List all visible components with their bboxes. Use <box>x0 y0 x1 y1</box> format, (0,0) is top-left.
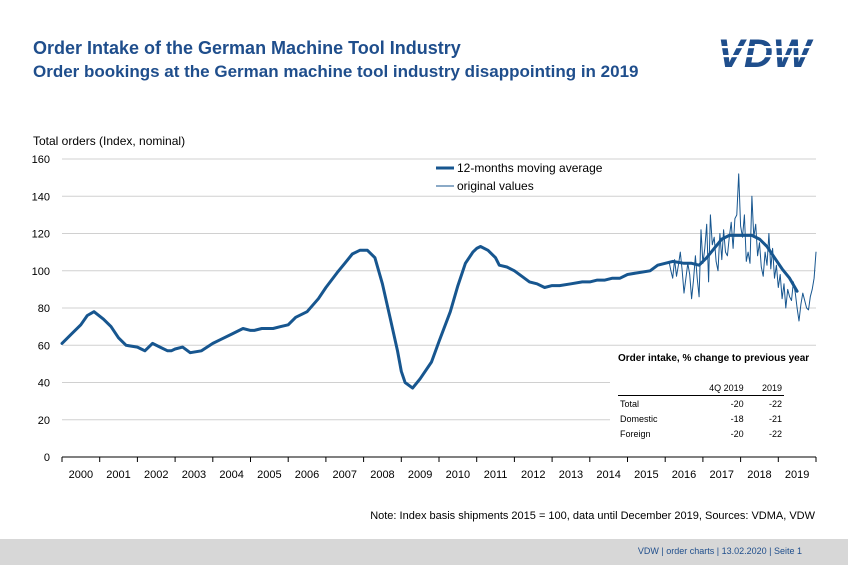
summary-header-empty <box>618 383 685 396</box>
row-year-value: -22 <box>768 399 782 409</box>
y-tick-label: 140 <box>32 191 50 203</box>
x-tick-label: 2016 <box>672 469 696 481</box>
chart-series <box>60 173 817 390</box>
x-tick-label: 2008 <box>370 469 394 481</box>
x-tick-label: 2006 <box>295 469 319 481</box>
x-tick-label: 2018 <box>747 469 771 481</box>
footer-bar: VDW | order charts | 13.02.2020 | Seite … <box>0 539 848 565</box>
page-subtitle: Order bookings at the German machine too… <box>33 62 639 81</box>
y-tick-label: 20 <box>38 415 50 427</box>
table-row: Total -20 -22 <box>618 396 784 412</box>
x-tick-label: 2010 <box>446 469 470 481</box>
y-tick-label: 160 <box>32 154 50 166</box>
y-tick-label: 80 <box>38 303 50 315</box>
y-tick-labels: 0 20 40 60 80 100 120 140 160 <box>32 154 50 464</box>
x-tick-label: 2013 <box>559 469 583 481</box>
row-label: Foreign <box>620 429 651 439</box>
row-q4-value: -20 <box>730 429 744 439</box>
x-tick-label: 2003 <box>182 469 206 481</box>
summary-header-q4: 4Q 2019 <box>684 383 746 396</box>
x-tick-label: 2005 <box>257 469 281 481</box>
row-q4-value: -18 <box>730 414 744 424</box>
chart-legend: 12-months moving average original values <box>436 161 603 193</box>
table-row: Foreign -20 -22 <box>618 426 784 441</box>
row-label: Domestic <box>620 414 658 424</box>
table-row: Domestic -18 -21 <box>618 411 784 426</box>
x-tick-label: 2015 <box>634 469 658 481</box>
y-tick-label: 100 <box>32 266 50 278</box>
vdw-logo: VDW <box>710 33 818 73</box>
y-axis-label: Total orders (Index, nominal) <box>33 134 186 148</box>
y-tick-label: 0 <box>44 452 50 464</box>
x-tick-label: 2001 <box>106 469 130 481</box>
row-label: Total <box>620 399 640 409</box>
y-tick-label: 40 <box>38 378 50 390</box>
x-tick-label: 2012 <box>521 469 545 481</box>
original-values-line <box>668 173 817 322</box>
footer-text: VDW | order charts | 13.02.2020 | Seite … <box>637 546 802 556</box>
y-tick-label: 120 <box>32 229 50 241</box>
source-note: Note: Index basis shipments 2015 = 100, … <box>370 510 815 522</box>
chart-grid <box>61 158 817 462</box>
x-tick-label: 2000 <box>69 469 93 481</box>
row-q4-value: -20 <box>730 399 744 409</box>
y-tick-label: 60 <box>38 340 50 352</box>
summary-table-title: Order intake, % change to previous year <box>618 353 810 364</box>
x-tick-label: 2014 <box>596 469 620 481</box>
summary-table-box: Order intake, % change to previous year … <box>610 347 816 451</box>
logo-text: VDW <box>717 33 814 73</box>
summary-table: 4Q 2019 2019 Total -20 -22 Domestic -18 … <box>618 383 784 441</box>
moving-average-line <box>60 233 799 390</box>
legend-label-original-values: original values <box>457 179 534 193</box>
x-tick-label: 2007 <box>333 469 357 481</box>
x-tick-label: 2002 <box>144 469 168 481</box>
row-year-value: -21 <box>768 414 782 424</box>
page-title: Order Intake of the German Machine Tool … <box>33 38 461 58</box>
x-tick-label: 2004 <box>219 469 243 481</box>
row-year-value: -22 <box>768 429 782 439</box>
x-tick-label: 2019 <box>785 469 809 481</box>
legend-label-moving-average: 12-months moving average <box>457 161 603 175</box>
summary-header-year: 2019 <box>745 383 784 396</box>
x-tick-label: 2017 <box>710 469 734 481</box>
x-tick-label: 2011 <box>484 469 508 481</box>
x-tick-label: 2009 <box>408 469 432 481</box>
x-tick-labels: 2000 2001 2002 2003 2004 2005 2006 2007 2008 2009… <box>69 469 810 481</box>
